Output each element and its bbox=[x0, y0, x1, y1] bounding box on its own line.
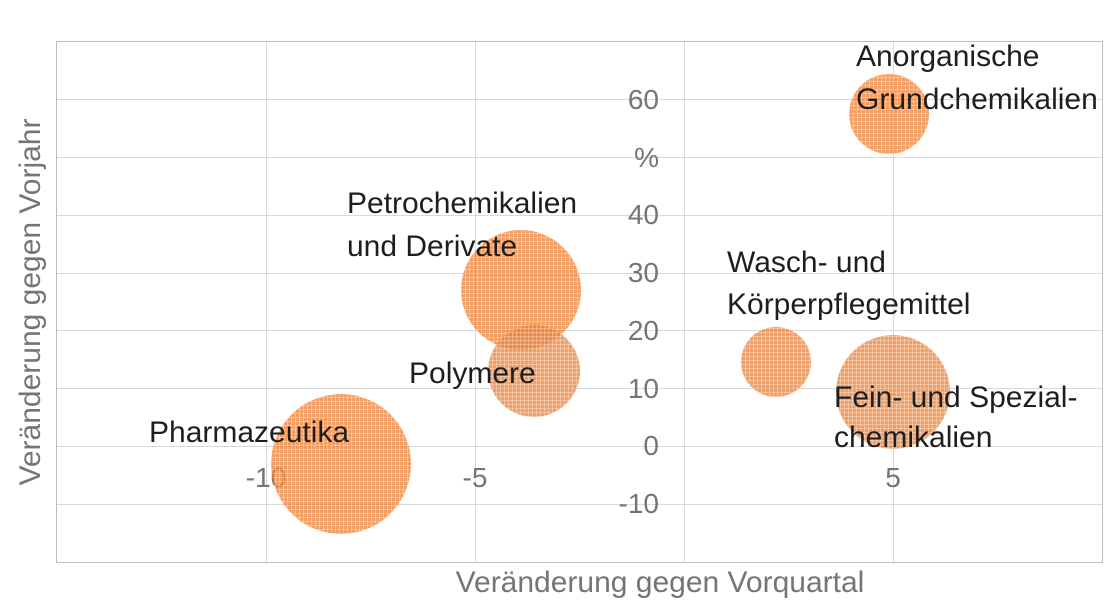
y-tick-label: 40 bbox=[627, 199, 659, 231]
gridline-horizontal bbox=[57, 272, 1102, 274]
gridline-vertical bbox=[265, 42, 267, 562]
bubble-label-line: Anorganische bbox=[856, 40, 1040, 73]
bubble-label: Petrochemikalien und Derivate bbox=[347, 182, 577, 268]
bubble-label-line: Fein- und Spezial- bbox=[834, 381, 1078, 414]
gridline-horizontal bbox=[57, 388, 1102, 390]
y-tick-label: 0 bbox=[643, 430, 659, 462]
gridline-vertical bbox=[683, 42, 685, 562]
gridline-horizontal bbox=[57, 503, 1102, 505]
bubble-label: Fein- und Spezial-chemikalien bbox=[834, 378, 1077, 458]
bubble-label: Anorganische Grundchemikalien bbox=[856, 35, 1098, 121]
gridline-vertical bbox=[892, 42, 894, 562]
bubble-label-line: Grundchemikalien bbox=[856, 83, 1098, 116]
bubble-label-line: Körperpflegemittel bbox=[727, 288, 971, 321]
x-tick-label: -5 bbox=[462, 462, 488, 493]
data-bubble bbox=[836, 334, 950, 449]
y-tick-label: 10 bbox=[627, 372, 659, 404]
bubble-label-line: und Derivate bbox=[347, 230, 518, 263]
bubble-label-line: Petrochemikalien bbox=[347, 187, 578, 220]
x-tick-label: 5 bbox=[885, 462, 901, 493]
bubble-label-line: Wasch- und bbox=[727, 246, 886, 279]
bubble-label: Wasch- und Körperpflegemittel bbox=[727, 242, 970, 326]
bubble-label-line: Pharmazeutika bbox=[149, 416, 350, 449]
bubble-label: Pharmazeutika bbox=[149, 411, 349, 454]
data-bubble bbox=[487, 325, 580, 418]
data-bubble bbox=[848, 74, 929, 155]
data-bubble bbox=[740, 326, 811, 397]
gridline-horizontal bbox=[57, 330, 1102, 332]
bubble-label-line: Polymere bbox=[409, 357, 536, 390]
plot-area bbox=[56, 41, 1103, 563]
y-tick-label: 60 bbox=[627, 83, 659, 115]
y-tick-label: 30 bbox=[627, 257, 659, 289]
data-bubble bbox=[271, 393, 412, 534]
y-tick-label: % bbox=[634, 141, 659, 173]
bubble-label: Polymere bbox=[409, 352, 536, 395]
y-tick-label: 20 bbox=[627, 314, 659, 346]
y-tick-label: -10 bbox=[618, 488, 659, 520]
gridline-horizontal bbox=[57, 157, 1102, 159]
x-axis-title: Veränderung gegen Vorquartal bbox=[455, 566, 865, 599]
gridline-horizontal bbox=[57, 445, 1102, 447]
bubble-label-line: chemikalien bbox=[834, 421, 993, 454]
y-axis-title: Veränderung gegen Vorjahr bbox=[14, 118, 47, 486]
gridline-horizontal bbox=[57, 214, 1102, 216]
gridline-horizontal bbox=[57, 99, 1102, 101]
